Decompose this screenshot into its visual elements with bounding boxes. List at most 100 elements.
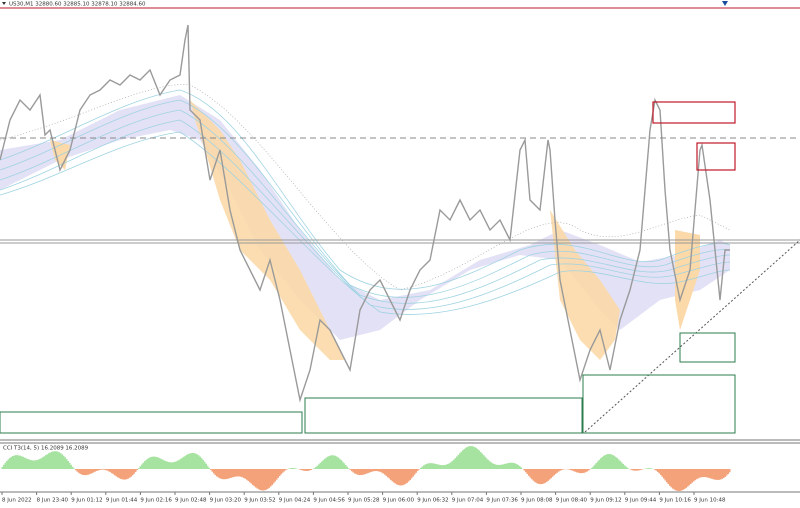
- demand-zone: [582, 374, 736, 434]
- cci-bar: [409, 469, 411, 480]
- cci-bar: [115, 469, 117, 477]
- cci-bar: [690, 469, 692, 484]
- cci-bar: [339, 458, 341, 469]
- cci-bar: [24, 457, 26, 469]
- cci-bar: [505, 463, 507, 469]
- cci-bar: [151, 456, 153, 469]
- cci-bar: [408, 469, 410, 482]
- cci-bar: [711, 469, 713, 479]
- cci-bar: [450, 462, 452, 469]
- cci-bar: [183, 456, 185, 469]
- cci-bar: [646, 468, 648, 469]
- cci-bar: [619, 460, 621, 469]
- time-label: 9 Jun 06:32: [417, 498, 448, 504]
- cci-bar: [714, 469, 716, 480]
- cci-bar: [660, 469, 662, 475]
- cci-bar: [532, 469, 534, 481]
- cci-bar: [513, 462, 515, 469]
- cci-bar: [147, 458, 149, 469]
- cci-bar: [433, 463, 435, 469]
- scroll-marker: [722, 1, 728, 6]
- cci-bar: [76, 469, 78, 472]
- cci-bar: [162, 459, 164, 469]
- cci-bar: [453, 459, 455, 469]
- time-label: 9 Jun 10:16: [659, 498, 691, 504]
- cci-bar: [49, 452, 51, 469]
- cci-bar: [415, 469, 417, 473]
- time-label: 9 Jun 01:44: [106, 498, 138, 504]
- cci-bar: [4, 462, 6, 469]
- cci-bar: [700, 469, 702, 478]
- cci-bar: [91, 469, 93, 474]
- cci-bar: [274, 469, 276, 482]
- cci-bar: [25, 458, 27, 469]
- cci-bar: [19, 455, 21, 469]
- cci-bar: [130, 469, 132, 477]
- cci-bar: [499, 464, 501, 469]
- cci-bar: [459, 453, 461, 469]
- cci-bar: [181, 457, 183, 469]
- cci-bar: [285, 469, 287, 471]
- cci-bar: [90, 469, 92, 474]
- cci-bar: [570, 469, 572, 471]
- cci-bar: [319, 462, 321, 469]
- time-label: 9 Jun 07:36: [486, 498, 518, 504]
- time-label: 9 Jun 09:12: [590, 498, 621, 504]
- cci-bar: [445, 464, 447, 469]
- cci-bar: [241, 469, 243, 478]
- time-label: 9 Jun 07:04: [452, 498, 484, 504]
- cci-bar: [75, 469, 77, 471]
- cci-bar: [655, 469, 657, 471]
- cci-bar: [604, 454, 606, 469]
- cci-bar: [180, 458, 182, 469]
- cci-bar: [442, 465, 444, 469]
- cci-bar: [69, 462, 71, 469]
- cci-bar: [52, 451, 54, 469]
- cci-bar: [712, 469, 714, 480]
- cci-bar: [64, 457, 66, 469]
- cci-bar: [622, 463, 624, 469]
- cci-bar: [177, 460, 179, 469]
- cci-bar: [429, 463, 431, 469]
- collapse-icon[interactable]: [2, 2, 6, 5]
- cci-bar: [127, 469, 129, 479]
- cci-bar: [667, 469, 669, 485]
- cci-bar: [337, 457, 339, 469]
- cci-bar: [159, 458, 161, 469]
- cci-bar: [640, 469, 642, 470]
- cci-bar: [378, 469, 380, 472]
- cci-bar: [316, 465, 318, 469]
- cci-bar: [277, 469, 279, 478]
- cci-bar: [436, 464, 438, 469]
- cci-bar: [670, 469, 672, 488]
- cci-bar: [301, 469, 303, 471]
- cci-bar: [238, 469, 240, 477]
- cci-bar: [376, 469, 378, 472]
- cci-bar: [601, 456, 603, 469]
- cci-bar: [232, 469, 234, 478]
- cci-bar: [427, 463, 429, 469]
- price-line: [0, 24, 730, 403]
- cci-bar: [31, 460, 33, 469]
- cci-bar: [456, 456, 458, 469]
- cci-bar: [382, 469, 384, 474]
- cci-bar: [118, 469, 120, 479]
- cci-bar: [421, 466, 423, 469]
- cci-bar: [420, 467, 422, 469]
- cci-bar: [474, 447, 476, 469]
- cci-bar: [576, 469, 578, 473]
- cci-bar: [219, 469, 221, 479]
- time-label: 9 Jun 02:16: [140, 498, 172, 504]
- cci-bar: [688, 469, 690, 486]
- cci-bar: [226, 469, 228, 479]
- cci-bar: [579, 469, 581, 474]
- cci-bar: [280, 469, 282, 475]
- cci-bar: [397, 469, 399, 486]
- cci-bar: [393, 469, 395, 483]
- cci-bar: [99, 469, 101, 470]
- cci-bar: [523, 469, 525, 471]
- cci-bar: [546, 469, 548, 482]
- cci-bar: [28, 459, 30, 469]
- cci-bar: [321, 461, 323, 469]
- cci-bar: [495, 464, 497, 469]
